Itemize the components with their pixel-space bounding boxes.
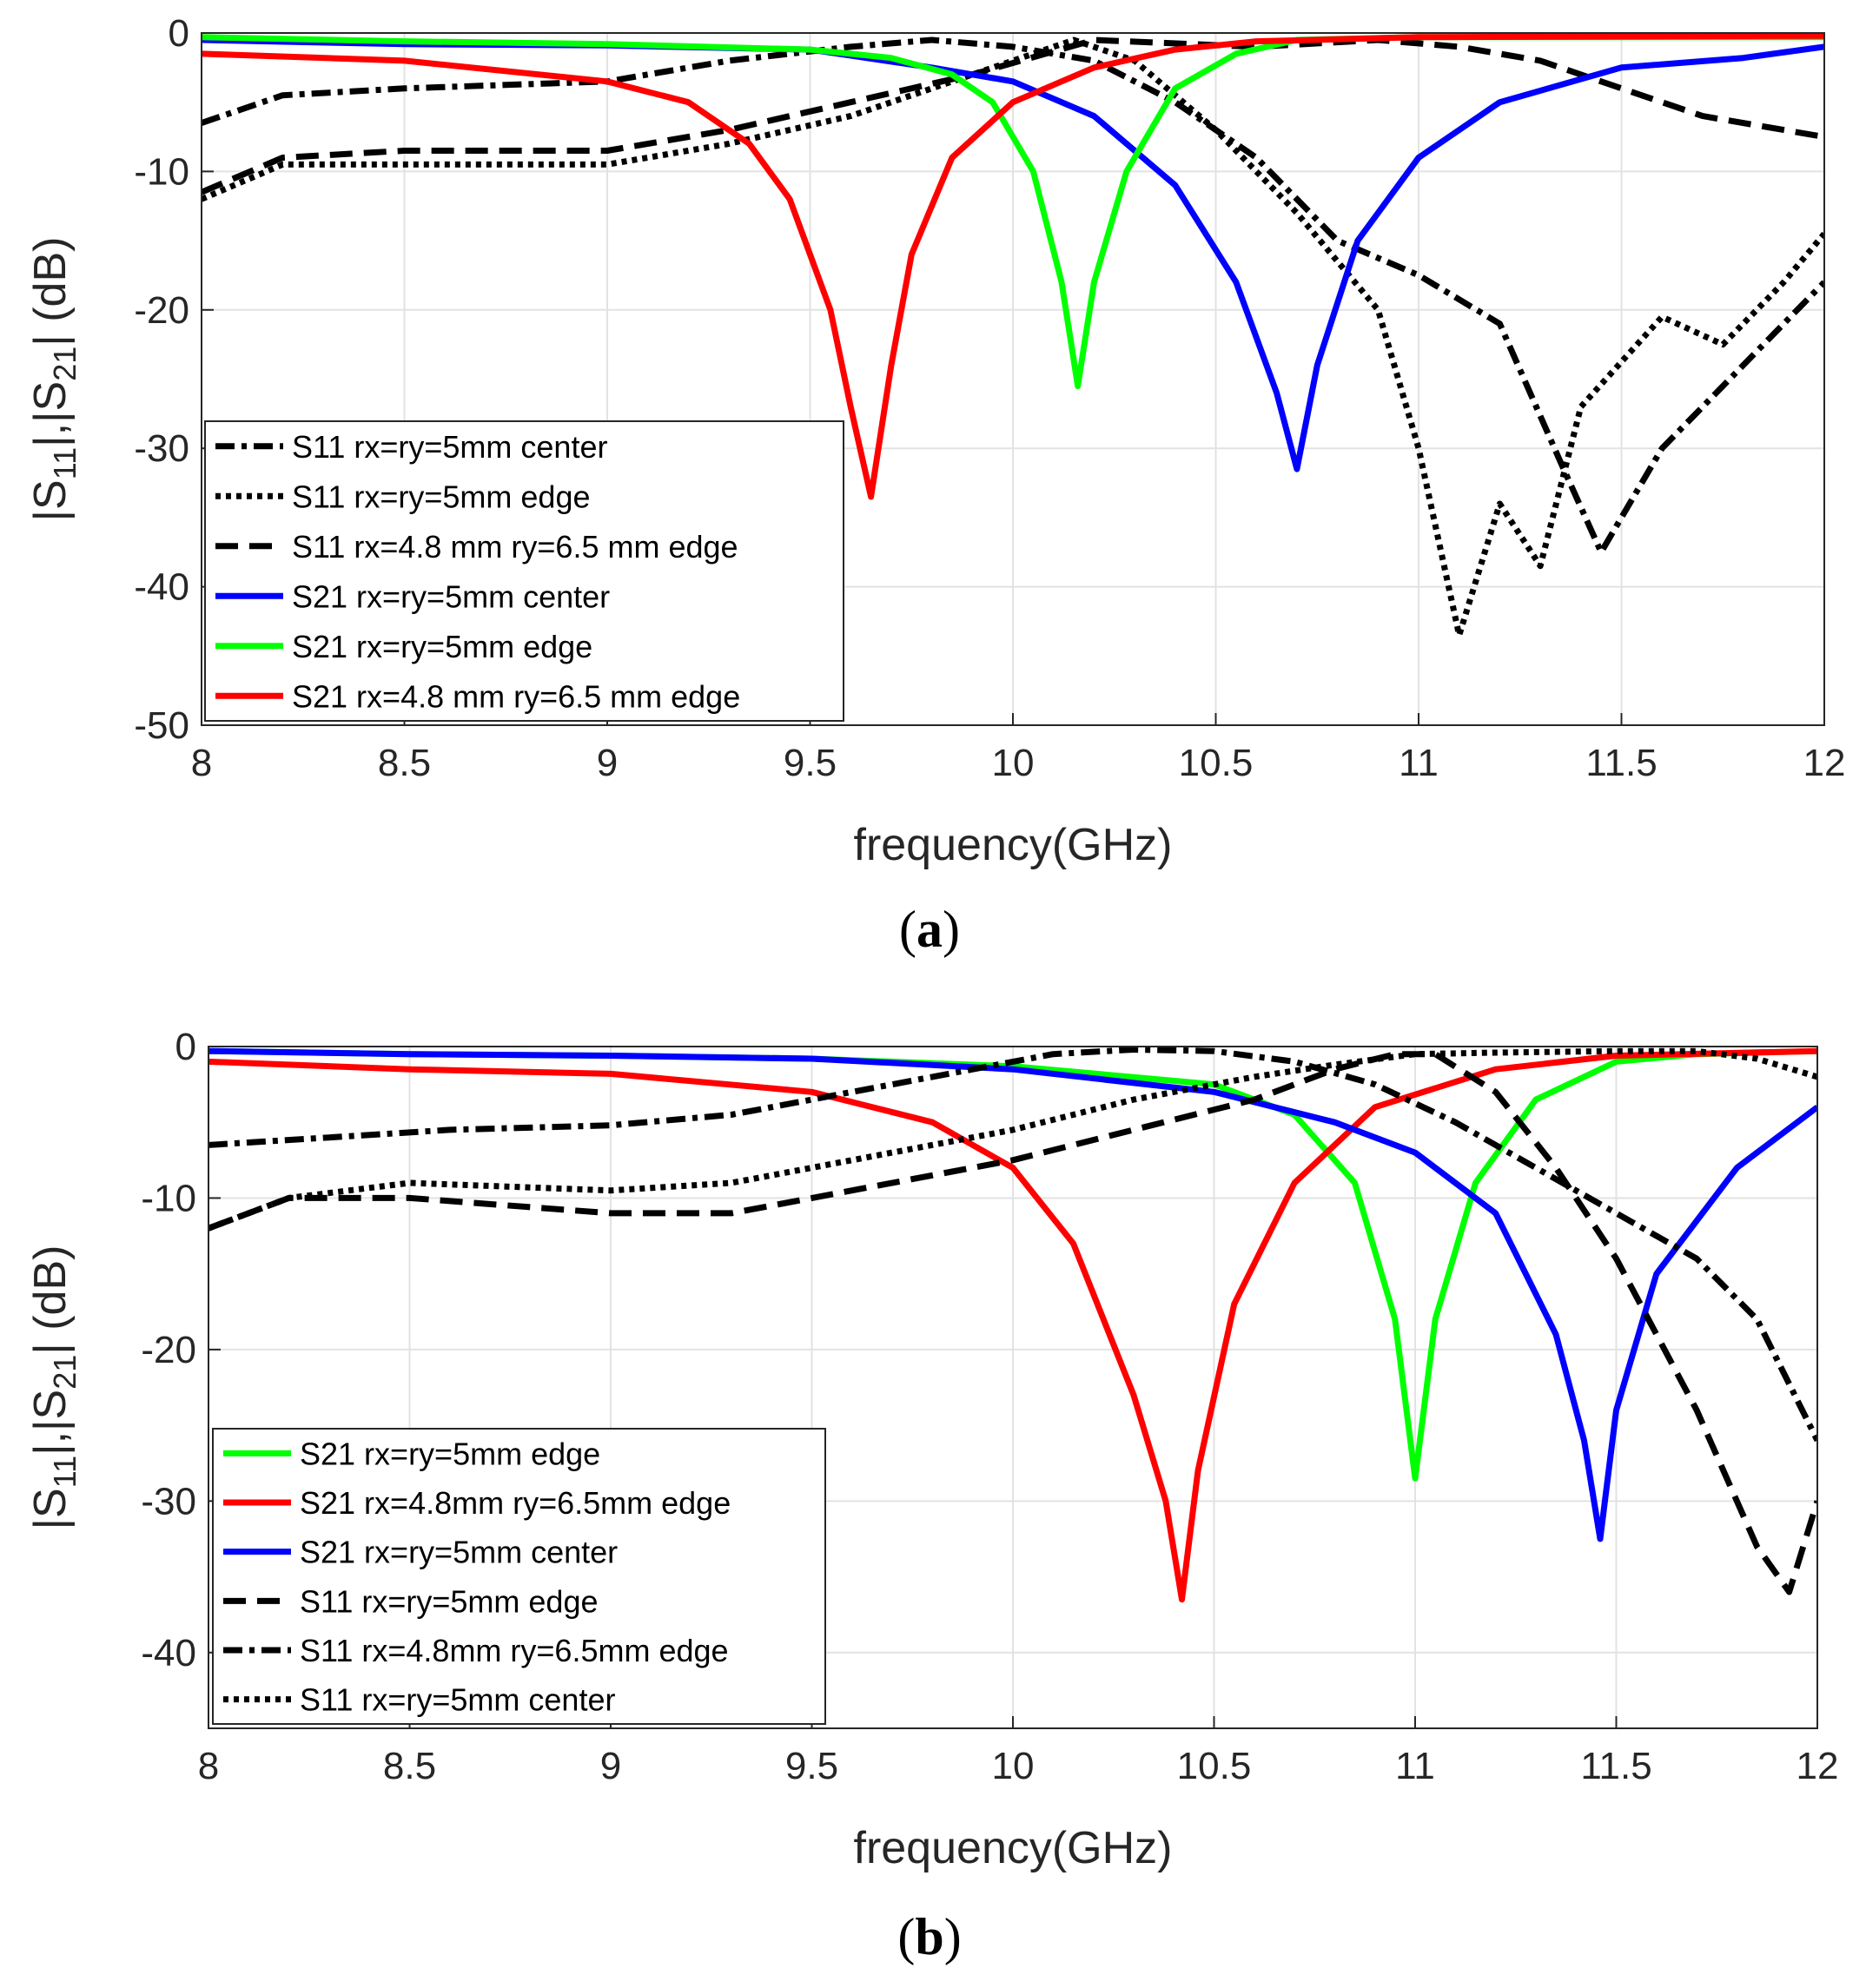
x-tick-label: 9 [600,1745,621,1787]
legend-box [212,1428,826,1725]
legend-label-1: S11 rx=ry=5mm edge [292,479,591,514]
legend-label-1: S21 rx=4.8mm ry=6.5mm edge [300,1485,731,1521]
series-line-2 [208,1047,1817,1542]
panel-a: 8 8.5 9 9.5 10 10.5 11 11.5 12 0 -10 -20 -30 -40 -50 fr… [25,12,1845,958]
y-tick-label: -10 [134,150,189,193]
y-tick-label: 0 [175,1026,196,1068]
x-tick-label: 8.5 [383,1745,436,1787]
y-tick-label: -20 [141,1329,196,1371]
legend-label-2: S11 rx=4.8 mm ry=6.5 mm edge [292,529,738,565]
series-group [208,1047,1817,1603]
series-line-1 [208,1047,1817,1603]
legend: S11 rx=ry=5mm center S11 rx=ry=5mm edge S1… [204,420,844,722]
x-tick-label: 11 [1395,1745,1435,1787]
legend-label-5: S21 rx=4.8 mm ry=6.5 mm edge [292,678,740,714]
y-tick-label: 0 [169,12,189,55]
y-tick-label: -20 [134,289,189,332]
series-line-5 [208,1047,1817,1232]
x-tick-label: 12 [1803,742,1846,784]
x-tick-label: 10.5 [1177,1745,1252,1787]
legend-label-3: S21 rx=ry=5mm center [292,578,610,614]
x-tick-label: 8 [198,1745,219,1787]
legend-label-0: S21 rx=ry=5mm edge [300,1436,600,1471]
y-tick-label: -50 [134,704,189,747]
legend-label-4: S21 rx=ry=5mm edge [292,629,592,664]
x-tick-label: 10 [992,742,1035,784]
y-tick-label: -10 [141,1177,196,1219]
x-tick-label: 8 [191,742,212,784]
y-tick-label: -40 [134,566,189,609]
x-axis-label: frequency(GHz) [854,820,1173,870]
panel-b: 8 8.5 9 9.5 10 10.5 11 11.5 12 0 -10 -20 -30 -40 frequ… [25,1026,1838,1965]
x-tick-label: 11 [1399,742,1439,784]
legend-label-2: S21 rx=ry=5mm center [300,1535,618,1570]
y-axis-label: |S11|,|S21| (dB) [25,1245,83,1530]
x-tick-label: 9.5 [784,742,837,784]
x-tick-label: 12 [1797,1745,1839,1787]
x-axis-label: frequency(GHz) [854,1823,1173,1873]
series-line-2 [202,36,1824,195]
x-tick-label: 11.5 [1585,742,1657,784]
legend-label-0: S11 rx=ry=5mm center [292,429,607,465]
legend-label-4: S11 rx=4.8mm ry=6.5mm edge [300,1633,729,1668]
legend: S21 rx=ry=5mm edge S21 rx=4.8mm ry=6.5mm … [212,1428,826,1725]
y-tick-label: -30 [134,427,189,470]
series-line-5 [202,32,1824,500]
x-tick-label: 9 [597,742,618,784]
series-line-4 [202,34,1824,389]
y-tick-label: -30 [141,1480,196,1522]
x-tick-label: 10 [992,1745,1035,1787]
legend-label-3: S11 rx=ry=5mm edge [300,1583,599,1619]
y-axis-label: |S11|,|S21| (dB) [25,237,83,522]
panel-caption: (b) [897,1908,961,1965]
x-tick-label: 8.5 [378,742,431,784]
x-tick-label: 10.5 [1179,742,1254,784]
x-tick-label: 11.5 [1580,1745,1651,1787]
panel-caption: (a) [899,901,960,958]
series-group [202,32,1824,638]
x-tick-label: 9.5 [785,1745,838,1787]
y-tick-label: -40 [141,1632,196,1674]
series-line-3 [208,1051,1817,1595]
legend-label-5: S11 rx=ry=5mm center [300,1682,615,1718]
legend-box [204,420,844,722]
series-line-4 [208,1047,1817,1443]
